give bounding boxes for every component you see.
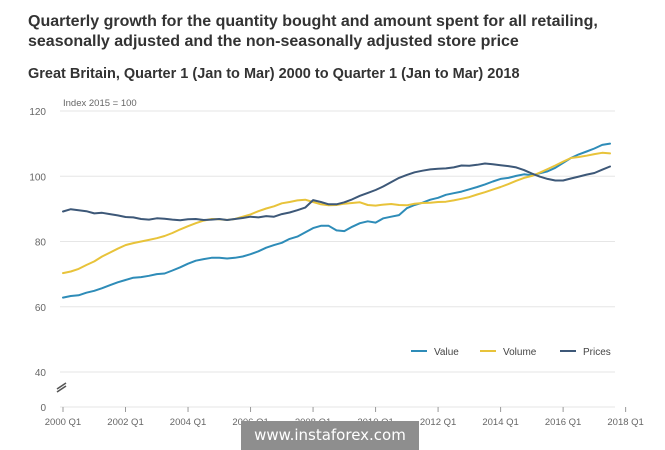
legend-label-prices: Prices <box>583 347 611 358</box>
y-axis-label: Index 2015 = 100 <box>63 98 137 109</box>
legend-label-value: Value <box>434 347 459 358</box>
y-tick-label: 60 <box>35 303 47 314</box>
y-tick-label: 100 <box>29 172 46 183</box>
axis-break-mark <box>56 385 67 393</box>
x-tick-label: 2000 Q1 <box>45 417 81 428</box>
chart-subtitle: Great Britain, Quarter 1 (Jan to Mar) 20… <box>28 66 520 82</box>
y-tick-label: 40 <box>35 368 47 379</box>
x-tick-label: 2014 Q1 <box>482 417 518 428</box>
axis-break-mark <box>56 382 67 390</box>
y-tick-label: 120 <box>29 107 46 118</box>
series-line-prices <box>62 162 611 222</box>
y-tick-label: 0 <box>40 403 46 414</box>
x-tick-label: 2016 Q1 <box>545 417 581 428</box>
x-tick-label: 2002 Q1 <box>107 417 143 428</box>
x-tick-label: 2004 Q1 <box>170 417 206 428</box>
series-line-value <box>62 142 611 299</box>
chart-title: Quarterly growth for the quantity bought… <box>28 13 598 50</box>
watermark-text: www.instaforex.com <box>241 421 419 450</box>
x-tick-label: 2018 Q1 <box>607 417 643 428</box>
y-tick-label: 80 <box>35 238 47 249</box>
x-tick-label: 2012 Q1 <box>420 417 456 428</box>
legend-label-volume: Volume <box>503 347 537 358</box>
